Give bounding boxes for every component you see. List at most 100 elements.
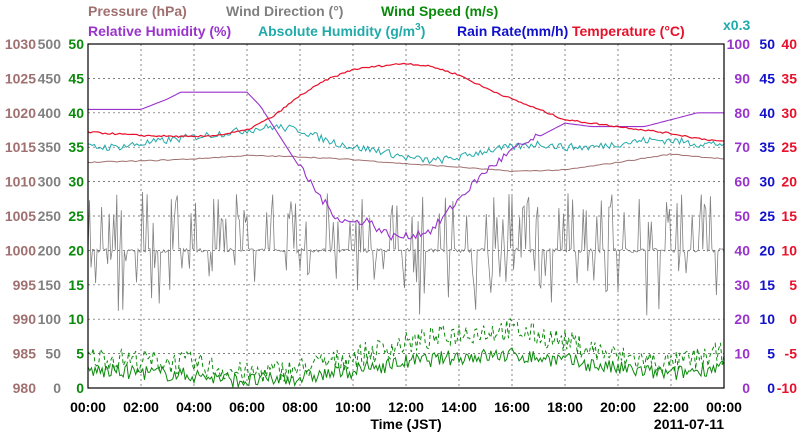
temperature-tick-label: -5 xyxy=(785,346,798,362)
wind-speed-tick-label: 15 xyxy=(68,277,84,293)
pressure-axis-title: Pressure (hPa) xyxy=(88,3,187,19)
pressure-line xyxy=(87,153,725,173)
temperature-tick-label: 25 xyxy=(781,139,797,155)
x-tick-label: 16:00 xyxy=(494,399,530,415)
x-tick-label: 06:00 xyxy=(229,399,265,415)
pressure-tick-label: 1030 xyxy=(5,36,36,52)
x-tick-label: 12:00 xyxy=(388,399,424,415)
wind-speed-tick-label: 35 xyxy=(68,139,84,155)
temperature-axis-title: Temperature (°C) xyxy=(572,23,685,39)
temperature-tick-label: 30 xyxy=(781,105,797,121)
wind-speed-axis-title: Wind Speed (m/s) xyxy=(381,3,498,19)
legend-row-2: Relative Humidity (%) Absolute Humidity … xyxy=(88,22,685,39)
pressure-tick-label: 1000 xyxy=(5,242,36,258)
rain-rate-tick-label: 45 xyxy=(759,70,775,86)
rain-rate-tick-label: 35 xyxy=(759,139,775,155)
x-tick-label: 14:00 xyxy=(441,399,477,415)
relative-humidity-tick-label: 90 xyxy=(734,70,750,86)
left-axis-ticks: 9809859909951000100510101015102010251030… xyxy=(5,36,84,396)
plot-frame xyxy=(87,43,725,389)
wind-direction-tick-label: 150 xyxy=(38,277,62,293)
wind-speed-tick-label: 45 xyxy=(68,70,84,86)
temperature-tick-label: 0 xyxy=(789,311,797,327)
pressure-tick-label: 1005 xyxy=(5,208,36,224)
x-axis-ticks: 00:00 02:00 04:00 06:00 08:00 10:00 12:00 14:00… xyxy=(70,399,742,415)
pressure-tick-label: 990 xyxy=(13,311,37,327)
pressure-tick-label: 985 xyxy=(13,346,37,362)
x-tick-label: 20:00 xyxy=(600,399,636,415)
relative-humidity-tick-label: 0 xyxy=(742,380,750,396)
wind-speed-tick-label: 50 xyxy=(68,36,84,52)
relative-humidity-tick-label: 20 xyxy=(734,311,750,327)
relative-humidity-tick-label: 80 xyxy=(734,105,750,121)
x-tick-label: 22:00 xyxy=(653,399,689,415)
x-tick-label: 00:00 xyxy=(70,399,106,415)
temperature-tick-label: 10 xyxy=(781,242,797,258)
wind-speed-tick-label: 30 xyxy=(68,174,84,190)
wind-direction-axis-title: Wind Direction (°) xyxy=(226,3,343,19)
wind-speed-line xyxy=(87,347,725,388)
rain-rate-tick-label: 30 xyxy=(759,174,775,190)
pressure-tick-label: 995 xyxy=(13,277,37,293)
relative-humidity-tick-label: 40 xyxy=(734,242,750,258)
x-tick-label: 18:00 xyxy=(547,399,583,415)
wind-direction-tick-label: 300 xyxy=(38,174,62,190)
x-tick-label: 08:00 xyxy=(282,399,318,415)
date-label: 2011-07-11 xyxy=(654,416,724,432)
rain-rate-tick-label: 15 xyxy=(759,277,775,293)
wind-direction-tick-label: 50 xyxy=(45,346,61,362)
wind-speed-tick-label: 10 xyxy=(68,311,84,327)
wind-speed-tick-label: 20 xyxy=(68,242,84,258)
rain-rate-tick-label: 0 xyxy=(767,380,775,396)
wind-direction-tick-label: 450 xyxy=(38,70,62,86)
relative-humidity-tick-label: 70 xyxy=(734,139,750,155)
wind-direction-tick-label: 0 xyxy=(53,380,61,396)
wind-speed-tick-label: 0 xyxy=(76,380,84,396)
pressure-tick-label: 1010 xyxy=(5,174,36,190)
wind-direction-line xyxy=(87,191,725,316)
rain-rate-tick-label: 5 xyxy=(767,346,775,362)
relative-humidity-tick-label: 60 xyxy=(734,174,750,190)
wind-direction-tick-label: 100 xyxy=(38,311,62,327)
rain-rate-tick-label: 25 xyxy=(759,208,775,224)
rain-rate-tick-label: 20 xyxy=(759,242,775,258)
temperature-tick-label: -10 xyxy=(777,380,797,396)
wind-direction-tick-label: 500 xyxy=(38,36,62,52)
temperature-tick-label: 5 xyxy=(789,277,797,293)
rain-rate-tick-label: 50 xyxy=(759,36,775,52)
wind-speed-tick-label: 5 xyxy=(76,346,84,362)
pressure-tick-label: 1020 xyxy=(5,105,36,121)
x-tick-label: 02:00 xyxy=(123,399,159,415)
temperature-tick-label: 35 xyxy=(781,70,797,86)
temperature-line xyxy=(87,62,725,142)
temperature-tick-label: 20 xyxy=(781,174,797,190)
rain-rate-tick-label: 10 xyxy=(759,311,775,327)
right-axis-ticks: 0102030405060708090100051015202530354045… xyxy=(727,36,798,396)
relative-humidity-tick-label: 30 xyxy=(734,277,750,293)
absolute-humidity-title: Absolute Humidity (g/m3) xyxy=(258,22,425,39)
temperature-tick-label: 40 xyxy=(781,36,797,52)
rain-rate-tick-label: 40 xyxy=(759,105,775,121)
absolute-humidity-line xyxy=(87,123,725,165)
legend-row-1: Pressure (hPa) Wind Direction (°) Wind S… xyxy=(88,3,498,19)
x-tick-label: 04:00 xyxy=(176,399,212,415)
rain-rate-axis-title: Rain Rate(mm/h) xyxy=(457,23,568,39)
wind-direction-tick-label: 200 xyxy=(38,242,62,258)
wind-speed-tick-label: 40 xyxy=(68,105,84,121)
relative-humidity-tick-label: 10 xyxy=(734,346,750,362)
x-tick-label: 10:00 xyxy=(335,399,371,415)
abs-humidity-scale-note: x0.3 xyxy=(723,17,750,33)
relative-humidity-axis-title: Relative Humidity (%) xyxy=(88,23,231,39)
wind-direction-tick-label: 250 xyxy=(38,208,62,224)
wind-direction-tick-label: 400 xyxy=(38,105,62,121)
x-axis-label: Time (JST) xyxy=(370,416,441,432)
grid xyxy=(88,44,724,388)
wind-direction-tick-label: 350 xyxy=(38,139,62,155)
x-tick-label: 00:00 xyxy=(706,399,742,415)
pressure-tick-label: 1025 xyxy=(5,70,36,86)
wind-gust-line xyxy=(87,317,725,383)
pressure-tick-label: 980 xyxy=(13,380,37,396)
temperature-tick-label: 15 xyxy=(781,208,797,224)
pressure-tick-label: 1015 xyxy=(5,139,36,155)
